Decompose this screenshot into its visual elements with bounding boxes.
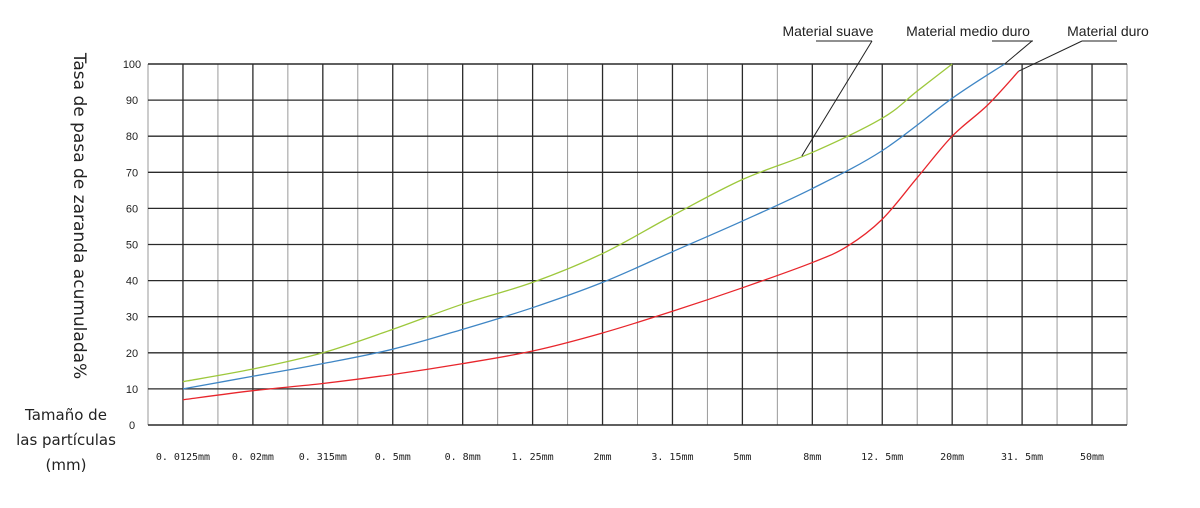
x-axis-title-line-2: las partículas	[16, 431, 116, 449]
x-tick-label: 0. 0125mm	[156, 452, 210, 463]
series-line-1	[182, 63, 1005, 390]
annotation-leader-line	[801, 40, 873, 157]
grid-major	[148, 63, 1127, 426]
x-tick-label: 0. 315mm	[299, 452, 347, 463]
x-axis-title-line-1: Tamaño de	[24, 406, 107, 424]
y-tick-label: 70	[126, 167, 138, 179]
y-tick-label: 0	[129, 420, 135, 432]
x-tick-label: 5mm	[733, 452, 751, 463]
series-line-2	[182, 70, 1020, 401]
x-tick-label: 2mm	[594, 452, 612, 463]
x-tick-label: 12. 5mm	[861, 452, 903, 463]
x-tick-label: 0. 02mm	[232, 452, 274, 463]
annotation-leader-line	[1004, 40, 1033, 65]
annotation-label: Material suave	[782, 23, 873, 39]
y-tick-label: 50	[126, 240, 138, 252]
y-tick-label: 100	[123, 59, 141, 71]
annotations: Material suave Material medio duro Materia…	[782, 23, 1149, 157]
annotation-leader-line	[1018, 40, 1083, 72]
x-tick-label: 50mm	[1080, 452, 1104, 463]
y-tick-label: 60	[126, 203, 138, 215]
x-tick-label: 31. 5mm	[1001, 452, 1043, 463]
y-tick-label: 90	[126, 95, 138, 107]
y-tick-label: 20	[126, 348, 138, 360]
y-tick-label: 10	[126, 384, 138, 396]
x-tick-label: 0. 8mm	[445, 452, 481, 463]
x-tick-label: 3. 15mm	[651, 452, 693, 463]
annotation-label: Material duro	[1067, 23, 1149, 39]
y-tick-label: 40	[126, 276, 138, 288]
x-tick-labels: 0. 0125mm 0. 02mm 0. 315mm 0. 5mm 0. 8mm 1. 2…	[156, 452, 1104, 463]
y-tick-labels: 0 10 20 30 40 50 60 70 80 90 100	[123, 59, 141, 432]
y-tick-label: 80	[126, 131, 138, 143]
series-line-0	[182, 63, 953, 383]
x-tick-label: 20mm	[940, 452, 964, 463]
x-tick-label: 8mm	[803, 452, 821, 463]
y-axis-title: Tasa de pasa de zaranda acumulada%	[69, 52, 89, 379]
y-tick-label: 30	[126, 312, 138, 324]
series-lines	[182, 63, 1020, 401]
annotation-label: Material medio duro	[906, 23, 1030, 39]
x-tick-label: 0. 5mm	[375, 452, 411, 463]
x-tick-label: 1. 25mm	[512, 452, 554, 463]
x-axis-title-line-3: (mm)	[46, 456, 87, 474]
